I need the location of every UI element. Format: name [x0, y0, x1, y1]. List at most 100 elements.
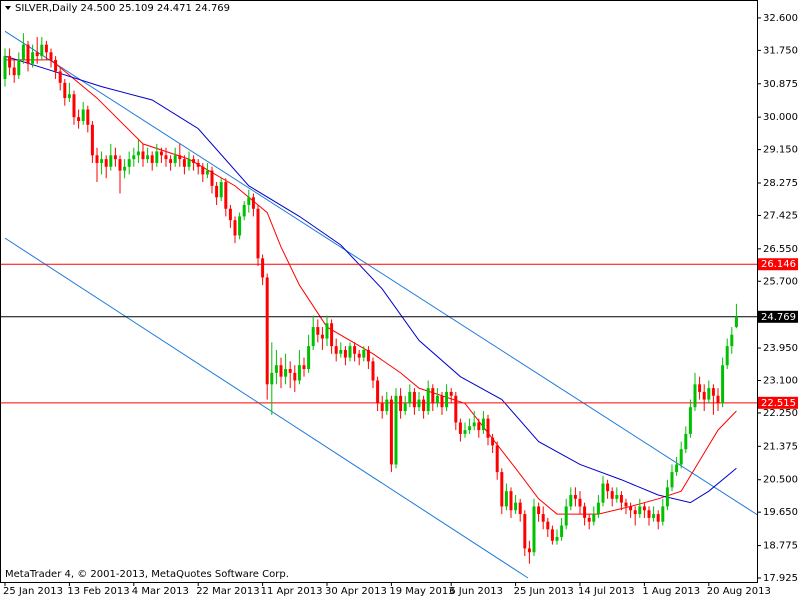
- y-tick-label: 32.600: [763, 13, 798, 24]
- candle-body: [288, 369, 292, 373]
- candle-body: [196, 162, 200, 167]
- candle-body: [629, 506, 633, 511]
- candle-body: [320, 334, 324, 339]
- candle-body: [665, 487, 669, 507]
- plot-frame: [0, 0, 758, 583]
- candle-body: [192, 159, 196, 163]
- price-level-box: [758, 310, 798, 323]
- candle-body: [247, 197, 251, 205]
- y-tick-label: 23.950: [763, 343, 798, 354]
- y-tick-label: 23.100: [763, 375, 798, 386]
- candle-body: [325, 323, 329, 339]
- price-level-label: 24.769: [761, 312, 796, 323]
- candle-body: [159, 151, 163, 156]
- candle-body: [730, 334, 734, 347]
- candle-body: [380, 403, 384, 412]
- candle-body: [357, 353, 361, 358]
- candle-body: [537, 506, 541, 515]
- x-tick-label: 4 Mar 2013: [132, 586, 189, 597]
- plot-area: [1, 30, 757, 579]
- candle-body: [353, 346, 357, 354]
- candle-body: [284, 369, 288, 377]
- y-tick-label: 30.875: [763, 79, 798, 90]
- y-tick-label: 20.500: [763, 475, 798, 486]
- candle-body: [274, 365, 278, 373]
- candle-body: [403, 403, 407, 412]
- candle-body: [63, 82, 67, 99]
- candle-body: [555, 536, 559, 541]
- candle-body: [343, 349, 347, 358]
- candle-body: [127, 159, 131, 167]
- candle-body: [592, 514, 596, 522]
- candle-body: [95, 155, 99, 163]
- candle-body: [504, 491, 508, 507]
- candle-body: [518, 502, 522, 515]
- candle-body: [642, 506, 646, 511]
- candle-body: [445, 391, 449, 408]
- candle-body: [661, 506, 665, 522]
- candle-body: [104, 159, 108, 167]
- candle-body: [182, 159, 186, 167]
- candle-body: [702, 391, 706, 400]
- candle-body: [219, 182, 223, 198]
- moving-average: [5, 59, 737, 515]
- y-tick-label: 28.275: [763, 178, 798, 189]
- candle-body: [523, 514, 527, 549]
- candle-body: [26, 44, 30, 64]
- candle-body: [224, 182, 228, 209]
- y-tick-label: 30.000: [763, 112, 798, 123]
- candle-body: [560, 525, 564, 537]
- candle-body: [265, 277, 269, 385]
- candle-body: [44, 44, 48, 53]
- candle-body: [228, 208, 232, 221]
- candle-body: [376, 380, 380, 404]
- candle-body: [615, 494, 619, 499]
- candle-body: [261, 258, 265, 278]
- candle-body: [316, 327, 320, 335]
- candle-body: [90, 124, 94, 156]
- candle-body: [146, 155, 150, 160]
- candle-body: [596, 502, 600, 515]
- candle-body: [141, 151, 145, 160]
- candle-body: [532, 506, 536, 553]
- candle-body: [67, 94, 71, 99]
- y-tick-label: 27.425: [763, 210, 798, 221]
- x-tick-label: 6 Jun 2013: [449, 586, 503, 597]
- moving-average: [4, 55, 737, 504]
- candle-body: [734, 316, 738, 328]
- candle-body: [481, 418, 485, 431]
- candle-body: [389, 399, 393, 465]
- candle-body: [472, 422, 476, 427]
- candle-body: [136, 151, 140, 156]
- y-tick-label: 25.700: [763, 276, 798, 287]
- y-tick-label: 17.925: [763, 573, 798, 584]
- candle-body: [569, 494, 573, 507]
- candle-body: [366, 349, 370, 362]
- y-tick-label: 29.150: [763, 145, 798, 156]
- trendline: [4, 30, 757, 516]
- candle-body: [399, 395, 403, 412]
- y-tick-label: 19.650: [763, 507, 798, 518]
- candle-body: [12, 67, 16, 76]
- candle-body: [495, 445, 499, 473]
- candle-body: [610, 491, 614, 499]
- price-level-box: [758, 396, 798, 409]
- candle-body: [100, 159, 104, 163]
- candle-body: [150, 155, 154, 163]
- candle-body: [279, 365, 283, 377]
- candle-body: [132, 155, 136, 160]
- candle-body: [155, 151, 159, 163]
- candle-body: [578, 498, 582, 507]
- candle-body: [514, 502, 518, 511]
- candle-body: [619, 494, 623, 503]
- x-tick-label: 13 Feb 2013: [67, 586, 129, 597]
- candle-body: [17, 59, 21, 76]
- candle-body: [670, 472, 674, 488]
- candle-body: [21, 44, 25, 60]
- candle-body: [491, 437, 495, 446]
- candle-body: [509, 491, 513, 511]
- candle-body: [394, 395, 398, 465]
- candle-body: [638, 506, 642, 515]
- candle-body: [293, 372, 297, 381]
